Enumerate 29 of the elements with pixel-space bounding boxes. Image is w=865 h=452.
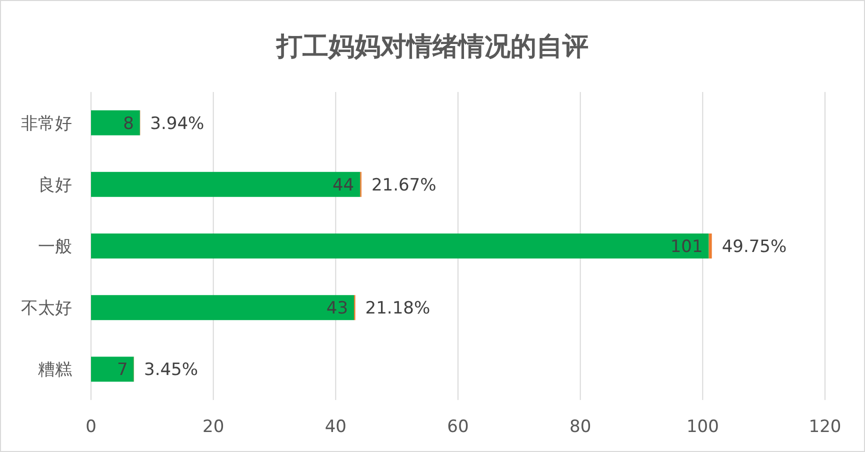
x-tick-label: 20 <box>202 417 224 437</box>
bar <box>91 356 134 382</box>
data-label: 21.67% <box>371 175 436 196</box>
data-label: 21.18% <box>365 298 430 319</box>
data-label: 49.75% <box>722 237 787 257</box>
chart-title: 打工妈妈对情绪情况的自评 <box>276 32 588 62</box>
y-tick-label: 糟糕 <box>38 360 72 380</box>
y-tick-label: 非常好 <box>21 114 72 134</box>
y-tick-label: 一般 <box>38 237 72 257</box>
x-tick-label: 60 <box>447 417 469 437</box>
x-tick-label: 80 <box>570 417 592 437</box>
x-tick-label: 100 <box>686 417 719 437</box>
bar <box>91 295 354 320</box>
data-label: 8 <box>123 114 134 134</box>
y-tick-label: 不太好 <box>21 298 72 319</box>
x-tick-label: 0 <box>86 417 96 437</box>
bar <box>91 234 709 258</box>
bar <box>91 172 360 197</box>
y-tick-label: 良好 <box>38 175 72 196</box>
x-tick-label: 40 <box>324 417 346 437</box>
data-label: 44 <box>332 175 354 196</box>
x-tick-label: 120 <box>808 417 842 437</box>
data-label: 3.45% <box>144 360 198 380</box>
data-label: 3.94% <box>150 114 204 134</box>
data-label: 7 <box>116 360 128 380</box>
data-label: 43 <box>326 298 348 319</box>
bar <box>708 234 712 258</box>
data-label: 101 <box>670 237 703 257</box>
bar <box>91 110 140 136</box>
